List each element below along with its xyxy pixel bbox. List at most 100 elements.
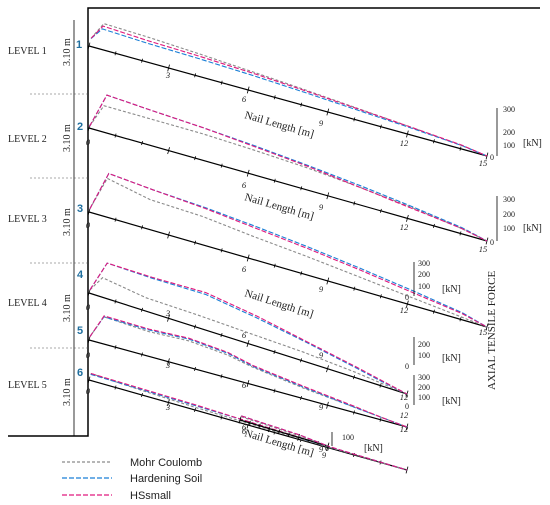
nail-6-tick-mark [194, 407, 196, 413]
spacing-label-2: 3.10 m [62, 124, 73, 152]
nail-5-y-tick-label: 0 [405, 362, 409, 371]
nail-4-number: 4 [77, 269, 84, 281]
nail-4-tick-mark [300, 358, 302, 363]
nail-2-tick-mark [353, 201, 356, 206]
nail-2-tick-mark [433, 223, 435, 228]
nail-4-tick-mark [379, 383, 382, 388]
nail-7-y-unit: [kN] [364, 443, 383, 454]
nail-2-y-unit: [kN] [523, 138, 542, 149]
nail-3-series-hssmall [89, 172, 488, 328]
nail-3-axis [88, 211, 488, 328]
nail-4-tick-mark [326, 365, 329, 373]
nail-3-tick-mark [459, 317, 462, 322]
nail-3-tick-mark [273, 263, 276, 268]
nail-6-tick-mark [220, 415, 223, 420]
nail-5-y-tick-label: 200 [418, 340, 430, 349]
nail-4-tick-mark [353, 375, 355, 380]
nail-2-tick-mark [379, 208, 382, 213]
nail-2-y-tick-label: 200 [503, 128, 515, 137]
spacing-label-3: 3.10 m [62, 208, 73, 236]
nail-4-tick-mark [246, 340, 250, 347]
nail-7-tick-mark [258, 423, 261, 428]
nail-6-x-tick-label: 12 [400, 410, 409, 420]
level-label-2: LEVEL 2 [8, 134, 47, 145]
nail-5-tick-mark [300, 395, 302, 401]
nail-1-tick-mark [459, 146, 462, 151]
nail-3-tick-mark [406, 300, 409, 308]
nail-2-x-tick-label: 6 [242, 180, 247, 190]
level-label-1: LEVEL 1 [8, 46, 47, 57]
legend-label-hardening-soil: Hardening Soil [130, 473, 202, 485]
nail-6-y-tick-label: 100 [418, 393, 430, 402]
nail-6-tick-mark [141, 392, 143, 398]
nail-7-series-mohr-coulomb [240, 416, 329, 447]
nail-3-tick-mark [114, 217, 117, 222]
nail-1-series-hardening-soil [90, 28, 488, 157]
nail-5-series-hssmall [89, 315, 408, 428]
nail-5-tick-mark [220, 374, 223, 379]
nail-6-y-tick-label: 300 [418, 373, 430, 382]
nail-4-x-tick-label: 0 [86, 302, 91, 312]
nail-2-y-tick-label: 100 [503, 141, 515, 150]
nail-4-tick-mark [87, 289, 91, 297]
nail-7-y-tick-label: 0 [325, 444, 329, 453]
nail-3-tick-mark [167, 231, 170, 239]
legend-label-hssmall: HSsmall [130, 490, 171, 502]
nail-5-tick-mark [194, 366, 196, 372]
nail-3-x-tick-label: 15 [479, 327, 488, 337]
nail-5-series-mohr-coulomb [89, 316, 408, 428]
nail-3-tick-mark [87, 208, 91, 216]
nail-4-y-tick-label: 0 [405, 293, 409, 302]
nail-7-tick-mark [238, 416, 242, 424]
nail-2-tick-mark [141, 141, 143, 146]
level-label-5: LEVEL 5 [8, 380, 47, 391]
nail-4-y-tick-label: 100 [418, 282, 430, 291]
nail-3-tick-mark [300, 271, 303, 276]
nail-5-tick-mark [246, 380, 250, 387]
nail-5-number: 5 [77, 325, 83, 337]
nail-3-x-tick-label: 9 [319, 284, 324, 294]
spacing-label-4: 3.10 m [62, 294, 73, 322]
nail-6-y-unit: [kN] [442, 396, 461, 407]
nail-1-tick-mark [300, 102, 303, 107]
nail-5-x-tick-label: 6 [242, 380, 247, 390]
nail-2-x-tick-label: 0 [86, 137, 91, 147]
nail-5-tick-mark [114, 345, 117, 350]
nail-3-tick-mark [379, 294, 382, 299]
nail-2-tick-mark [114, 133, 117, 138]
nail-6-number: 6 [77, 367, 83, 379]
nail-1-tick-mark [141, 58, 143, 63]
nail-1-x-tick-label: 12 [400, 138, 409, 148]
spacing-label-5: 3.10 m [62, 378, 73, 406]
nail-4-y-tick-label: 300 [418, 259, 430, 268]
nail-1-x-tick-label: 15 [479, 158, 488, 168]
nail-5-y-unit: [kN] [442, 353, 461, 364]
nail-1-tick-mark [273, 95, 276, 100]
nail-6-x-tick-label: 9 [319, 444, 324, 454]
nail-1-tick-mark [114, 51, 117, 56]
nail-5-y-tick-label: 100 [418, 351, 430, 360]
nail-2-number: 2 [77, 121, 83, 133]
nail-4-tick-mark [141, 307, 143, 312]
nail-3-number: 3 [77, 203, 83, 215]
nail-6-tick-mark [87, 376, 91, 384]
nail-5-series-hardening-soil [89, 316, 408, 428]
nail-3-x-axis-label: Nail Length [m] [243, 191, 315, 222]
nail-5-tick-mark [326, 401, 329, 409]
nail-7-tick-mark [287, 432, 290, 437]
nail-2-x-tick-label: 15 [479, 244, 488, 254]
nail-4-tick-mark [220, 333, 223, 338]
nail-2-y-tick-label: 300 [503, 105, 515, 114]
nail-4-y-tick-label: 200 [418, 270, 430, 279]
nail-5-tick-mark [141, 352, 143, 357]
legend-label-mohr-coulomb: Mohr Coulomb [130, 457, 202, 469]
nail-2-axis [88, 127, 488, 242]
nail-4-x-tick-label: 9 [319, 350, 324, 360]
nail-2-tick-mark [220, 163, 223, 168]
nail-6-tick-mark [114, 385, 117, 390]
nail-2-tick-mark [326, 192, 330, 200]
nail-1-tick-mark [220, 80, 223, 85]
nail-2-tick-mark [194, 156, 197, 161]
nail-2-y-tick-label: 0 [490, 153, 494, 162]
nail-5-tick-mark [87, 336, 91, 344]
